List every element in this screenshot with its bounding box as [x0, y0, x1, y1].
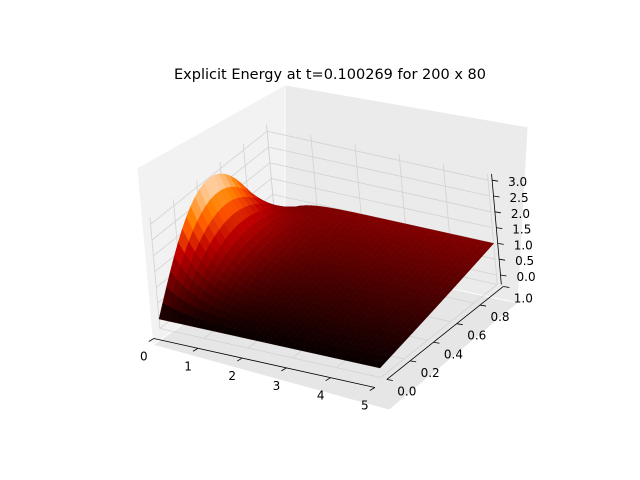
z-tick-label: 1.5	[512, 223, 531, 237]
z-gridline	[150, 130, 489, 225]
z-tick	[496, 227, 503, 229]
x-tick	[237, 357, 243, 362]
y-tick	[479, 304, 487, 307]
x-tick	[148, 338, 155, 342]
z-tick	[500, 274, 507, 277]
chart-title: Explicit Energy at t=0.100269 for 200 x …	[174, 67, 486, 83]
z-tick	[499, 258, 506, 261]
z-tick-label: 2.5	[510, 191, 529, 205]
z-tick	[493, 195, 500, 198]
y-tick-label: 0.0	[397, 384, 416, 398]
z-tick-label: 3.0	[508, 175, 527, 189]
z-tick-label: 0.0	[517, 270, 536, 284]
x-tick-label: 1	[184, 359, 192, 373]
y-tick	[433, 341, 440, 344]
x-tick	[325, 377, 331, 382]
x-tick-label: 2	[228, 369, 236, 383]
x-tick-label: 3	[273, 379, 281, 393]
x-tick	[369, 387, 376, 391]
y-tick-label: 0.4	[444, 347, 463, 361]
z-axis-line	[491, 173, 502, 285]
x-tick-label: 0	[140, 349, 148, 363]
x-tick-label: 5	[361, 398, 369, 412]
z-tick-label: 2.0	[511, 207, 530, 221]
x-tick-label: 4	[317, 389, 325, 403]
y-tick	[456, 323, 463, 326]
z-tick-label: 1.0	[514, 238, 533, 252]
axes	[148, 173, 510, 391]
z-tick	[492, 179, 499, 182]
z-tick	[497, 243, 504, 245]
y-tick	[386, 379, 393, 381]
surface-plot	[158, 173, 495, 369]
y-tick-label: 0.8	[490, 310, 509, 324]
tick-labels: 0123450.00.20.40.60.81.00.00.51.01.52.02…	[140, 175, 536, 412]
y-gridline	[149, 217, 381, 378]
z-tick-label: 0.5	[515, 254, 534, 268]
x-tick	[192, 347, 199, 352]
y-tick	[503, 286, 510, 288]
y-tick-label: 0.6	[467, 329, 486, 343]
y-tick-label: 1.0	[514, 291, 533, 305]
x-axis-line	[153, 338, 375, 388]
surface-facet	[374, 361, 386, 369]
y-tick	[410, 360, 417, 363]
y-tick-label: 0.2	[421, 366, 440, 380]
y-axis-line	[386, 286, 504, 380]
z-tick	[494, 211, 501, 214]
x-tick	[281, 367, 287, 372]
